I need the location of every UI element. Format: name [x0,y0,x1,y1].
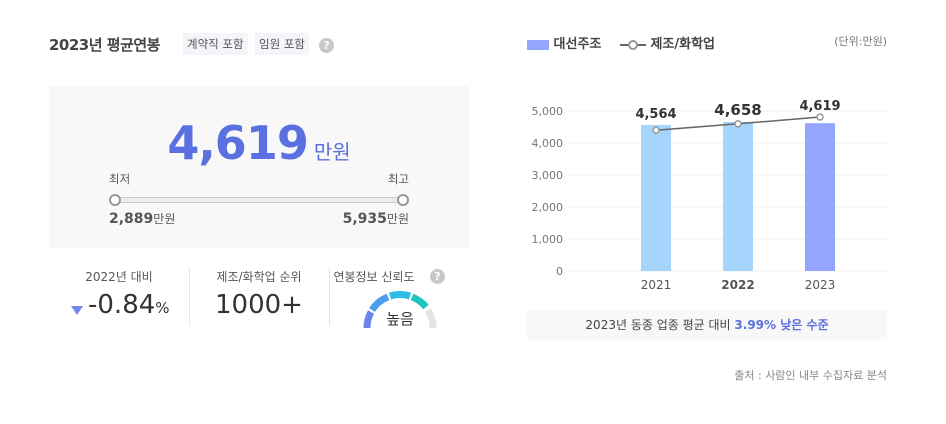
stat-label-rank: 제조/화학업 순위 [216,270,302,284]
salary-panel: 4,619 만원 최저 최고 2,889만원 5,935만원 [49,86,469,248]
salary-chart: 0 1,000 2,000 3,000 4,000 5,000 2021 2022 2023 4,… [532,99,887,292]
industry-point [734,120,742,128]
legend-industry: 제조/화학업 [650,37,715,52]
min-salary: 2,889만원 [109,211,176,227]
page-title: 2023년 평균연봉 [49,36,160,54]
bar-2023 [805,123,835,271]
legend-bar-swatch [527,39,549,50]
y-tick-label: 5,000 [532,105,564,118]
reliability-value: 높음 [386,310,414,328]
average-salary-unit: 만원 [313,140,351,164]
max-knob [397,194,409,206]
stat-label-reliability: 연봉정보 신뢰도 [333,270,415,284]
x-tick-label: 2021 [641,278,672,292]
gauge-segment [410,293,429,310]
stat-value-yoy: -0.84% [88,290,170,320]
source-text: 출처 : 사람인 내부 수집자료 분석 [734,369,887,382]
unit-label: (단위:만원) [834,35,887,48]
help-icon[interactable]: ? [319,38,334,53]
y-tick-label: 2,000 [532,201,564,214]
help-icon[interactable]: ? [430,269,445,284]
stat-value-rank: 1000+ [215,290,303,320]
average-salary-value: 4,619 [167,116,309,170]
divider [189,268,190,326]
bar-2021 [641,124,671,271]
gauge-segment [388,291,412,300]
max-salary: 5,935만원 [342,211,409,227]
x-tick-label: 2023 [805,278,836,292]
y-tick-label: 0 [556,265,563,278]
y-tick-label: 4,000 [532,137,564,150]
tag-contract: 계약직 포함 [183,33,248,55]
bar-2022 [723,121,753,271]
reliability-gauge [363,291,437,329]
salary-range-bar [115,197,403,203]
gauge-segment [424,308,437,329]
min-knob [109,194,121,206]
y-tick-label: 3,000 [532,169,564,182]
data-label: 4,658 [714,101,761,119]
y-tick-label: 1,000 [532,233,564,246]
chart-legend: 대선주조 제조/화학업 [527,33,715,52]
min-label: 최저 [109,172,131,186]
gauge-segment [369,293,390,313]
down-arrow-icon [71,306,83,315]
industry-point [816,113,824,121]
legend-line-swatch [619,39,646,50]
industry-point [652,126,660,134]
data-label: 4,564 [635,107,676,122]
legend-company: 대선주조 [553,37,602,52]
x-tick-label: 2022 [721,278,754,292]
max-label: 최고 [387,172,409,186]
average-salary: 4,619 만원 [49,116,469,170]
gauge-segment [363,310,375,329]
tag-executive: 임원 포함 [255,33,309,55]
stat-label-yoy: 2022년 대비 [85,270,153,284]
comparison-note: 2023년 동종 업종 평균 대비 3.99% 낮은 수준 [527,310,887,340]
data-label: 4,619 [799,99,840,114]
divider [329,268,330,326]
